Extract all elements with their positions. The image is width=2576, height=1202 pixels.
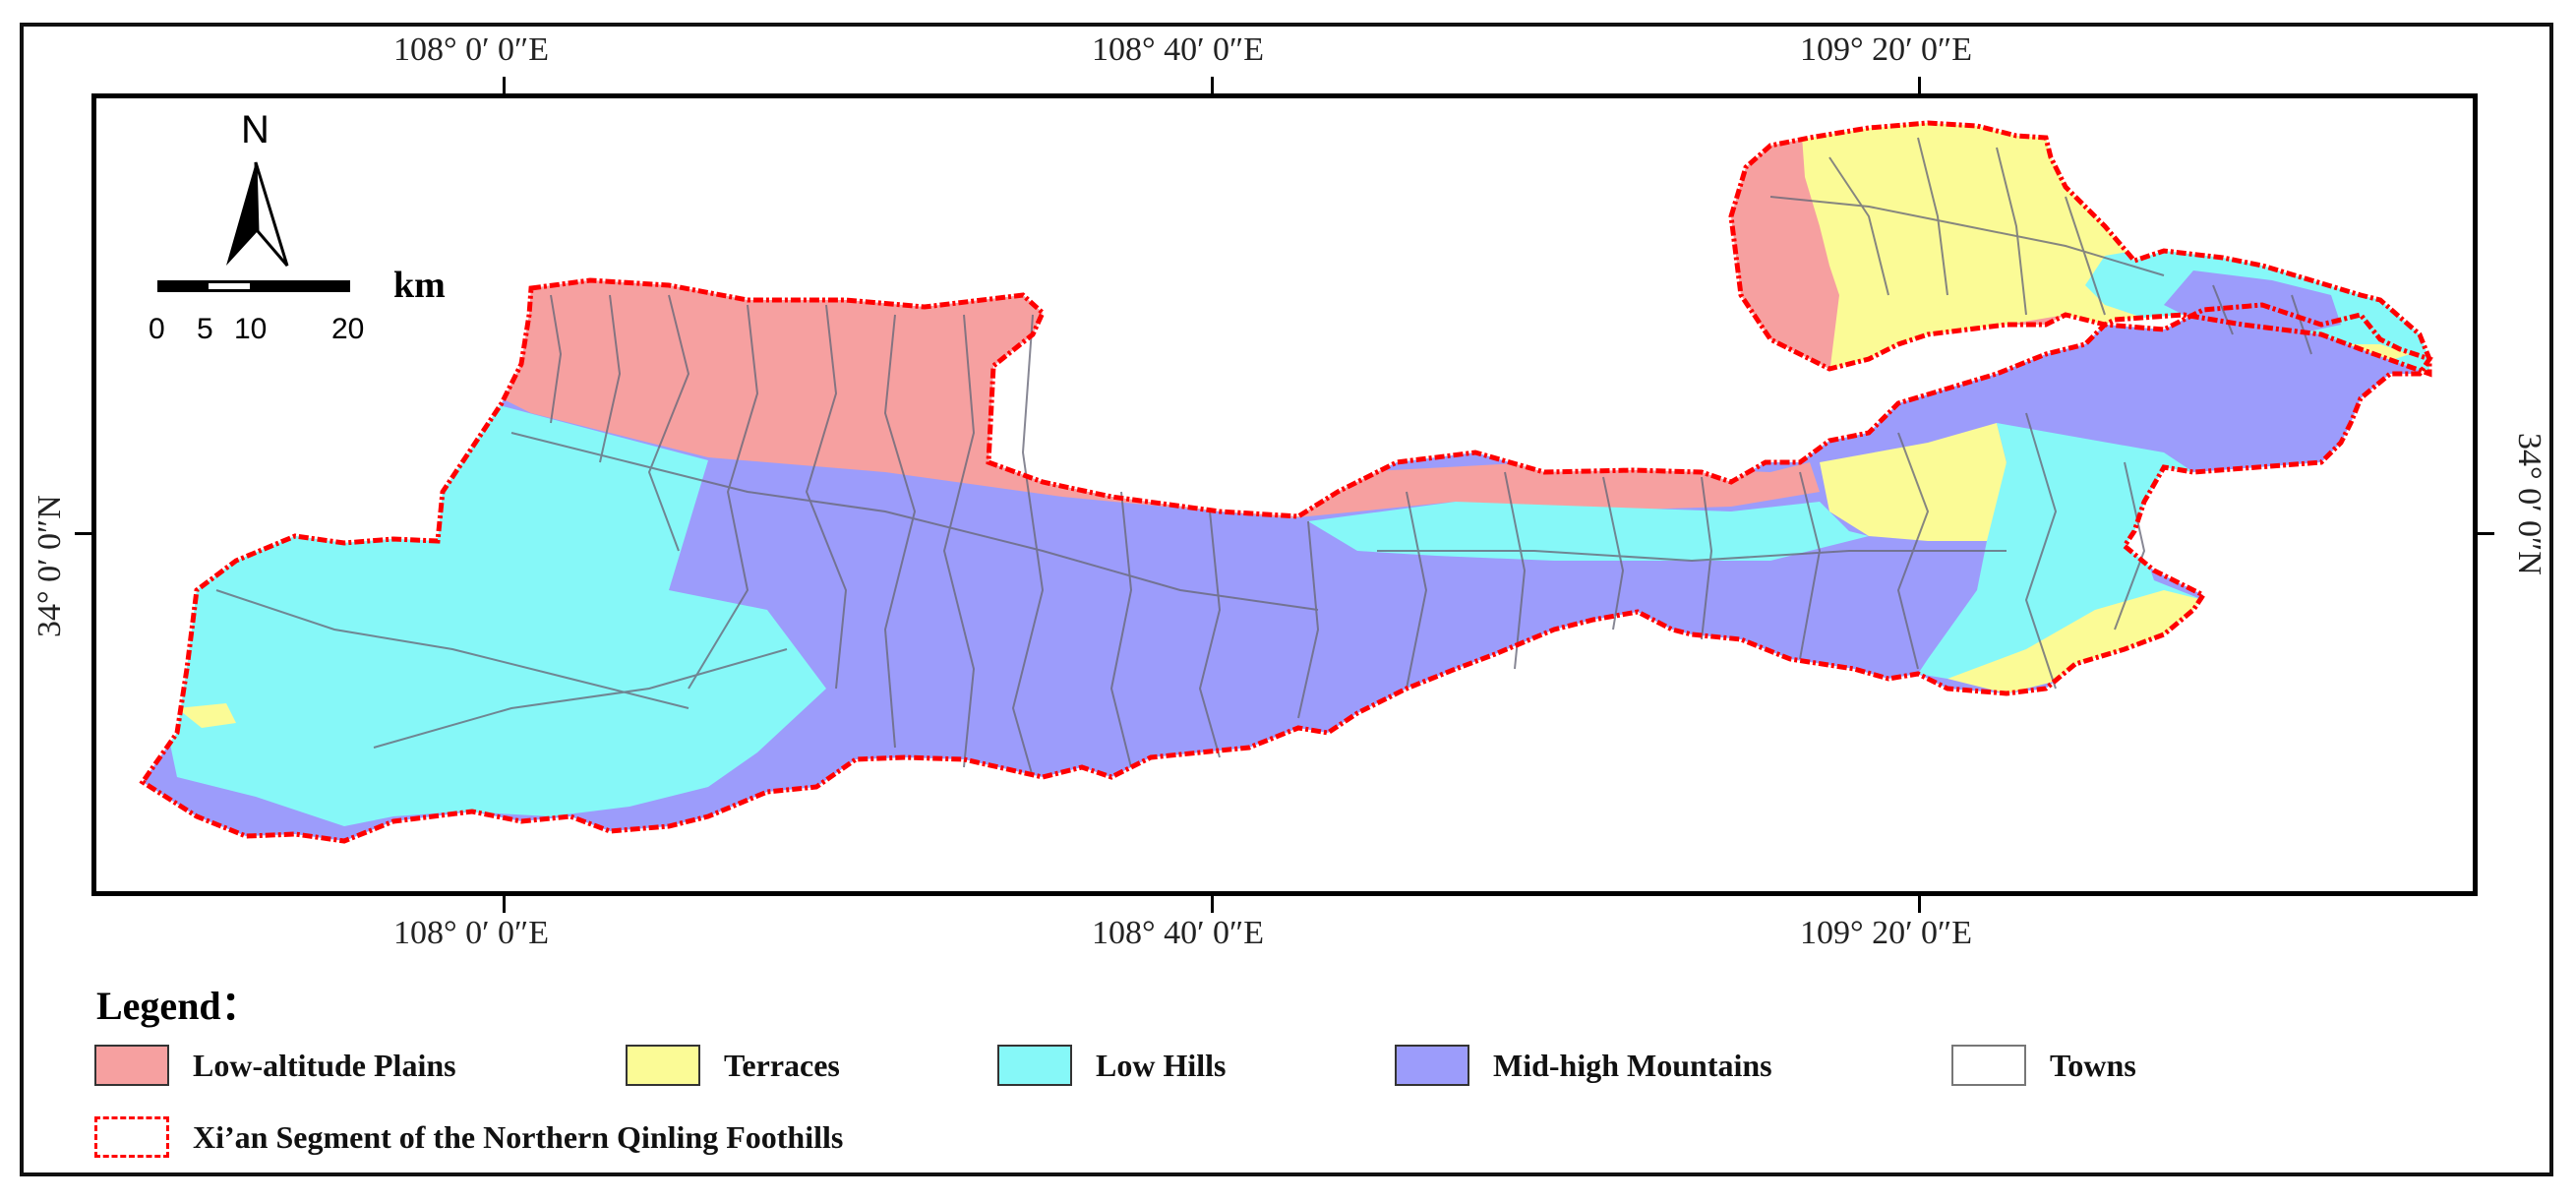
legend-label: Mid-high Mountains	[1493, 1047, 1772, 1083]
legend-title: Legend：	[96, 984, 261, 1028]
scale-tick-0: 0	[149, 313, 165, 345]
tick-top-1	[503, 77, 506, 93]
coord-bottom-3: 109° 20′ 0″E	[1800, 915, 1972, 951]
tick-top-2	[1211, 77, 1214, 93]
legend-swatch-plains	[94, 1045, 169, 1086]
study-area-boundary-west	[139, 277, 2433, 844]
scale-bar	[157, 280, 350, 292]
scale-tick-20: 20	[331, 313, 365, 345]
town-boundaries	[215, 137, 2312, 778]
legend-swatch-boundary	[94, 1116, 169, 1158]
tick-bottom-2	[1211, 896, 1214, 913]
legend-swatch-terraces	[626, 1045, 700, 1086]
scale-tick-5: 5	[197, 313, 213, 345]
legend-item-boundary: Xi’an Segment of the Northern Qinling Fo…	[94, 1116, 843, 1158]
tick-top-3	[1918, 77, 1921, 93]
map-frame	[91, 93, 2478, 896]
legend-swatch-towns	[1951, 1045, 2026, 1086]
legend-label: Towns	[2050, 1047, 2136, 1083]
legend-item-low-hills: Low Hills	[997, 1045, 1226, 1086]
legend-item-towns: Towns	[1951, 1045, 2136, 1086]
coord-bottom-2: 108° 40′ 0″E	[1092, 915, 1264, 951]
north-label: N	[241, 108, 270, 151]
legend-label: Terraces	[724, 1047, 840, 1083]
coord-bottom-1: 108° 0′ 0″E	[393, 915, 549, 951]
tick-left	[75, 532, 91, 535]
north-arrow-icon	[226, 161, 289, 267]
study-area-boundary-east	[1728, 120, 2432, 378]
legend-label: Low Hills	[1096, 1047, 1227, 1083]
legend-item-low-altitude-plains: Low-altitude Plains	[94, 1045, 456, 1086]
scale-tick-10: 10	[234, 313, 268, 345]
legend-label: Low-altitude Plains	[193, 1047, 456, 1083]
coord-top-3: 109° 20′ 0″E	[1800, 31, 1972, 68]
coord-top-2: 108° 40′ 0″E	[1092, 31, 1264, 68]
legend-item-terraces: Terraces	[626, 1045, 840, 1086]
legend-label: Xi’an Segment of the Northern Qinling Fo…	[193, 1118, 844, 1155]
legend-swatch-low-hills	[997, 1045, 1072, 1086]
legend-swatch-mountains	[1395, 1045, 1469, 1086]
tick-bottom-3	[1918, 896, 1921, 913]
legend-item-mid-high-mountains: Mid-high Mountains	[1395, 1045, 1772, 1086]
tick-right	[2478, 532, 2494, 535]
figure-border	[20, 23, 2553, 1176]
tick-bottom-1	[503, 896, 506, 913]
scale-unit: km	[393, 265, 446, 306]
coord-top-1: 108° 0′ 0″E	[393, 31, 549, 68]
